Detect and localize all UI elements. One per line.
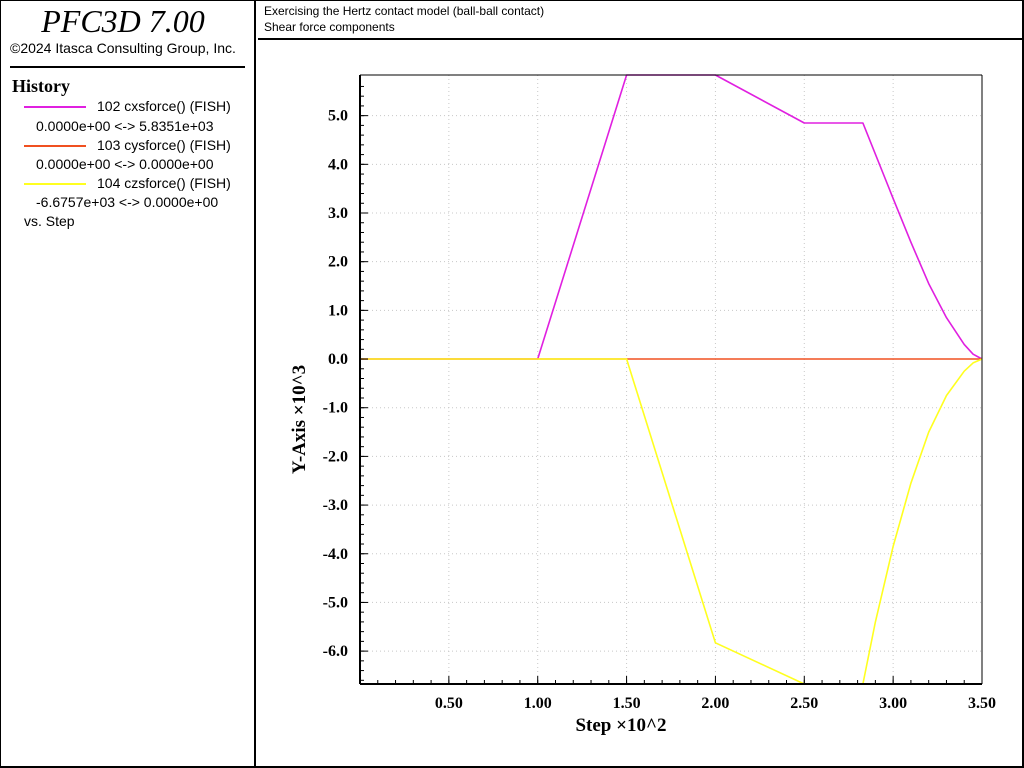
y-tick-label: -3.0: [323, 497, 348, 514]
legend-range-cxsforce: 0.0000e+00 <-> 5.8351e+03: [36, 118, 214, 134]
app-title: PFC3D 7.00: [41, 3, 205, 39]
chart-grid: [360, 75, 982, 684]
y-tick-label: -2.0: [323, 448, 348, 465]
legend-vs-step: vs. Step: [24, 213, 75, 229]
legend-panel: PFC3D 7.00 ©2024 Itasca Consulting Group…: [0, 0, 256, 767]
x-tick-label: 0.50: [435, 695, 463, 712]
y-tick-label: 2.0: [328, 254, 348, 271]
history-title: History: [12, 76, 70, 96]
x-tick-label: 2.50: [790, 695, 818, 712]
chart-series: [360, 74, 983, 685]
x-axis-title: Step ×10^2: [575, 715, 666, 736]
y-tick-label: 4.0: [328, 156, 348, 173]
caption-line-2: Shear force components: [264, 20, 395, 34]
legend-range-czsforce: -6.6757e+03 <-> 0.0000e+00: [36, 194, 219, 210]
x-tick-labels: 0.50 1.00 1.50 2.00 2.50 3.00 3.50: [435, 695, 996, 712]
legend-label-czsforce: 104 czsforce() (FISH): [97, 175, 231, 191]
y-tick-label: -1.0: [323, 400, 348, 417]
x-tick-label: 1.50: [613, 695, 641, 712]
legend-swatch-czsforce: [24, 183, 86, 185]
legend-label-cxsforce: 102 cxsforce() (FISH): [97, 98, 231, 114]
legend-swatch-cysforce: [24, 145, 86, 147]
series-line-102: [360, 74, 983, 360]
y-tick-label: 3.0: [328, 205, 348, 222]
x-tick-label: 1.00: [524, 695, 552, 712]
y-tick-label: 1.0: [328, 302, 348, 319]
x-tick-label: 3.00: [879, 695, 907, 712]
y-tick-labels: 5.0 4.0 3.0 2.0 1.0 0.0 -1.0 -2.0 -3.0 -4.0 -5.0 -6…: [323, 108, 348, 660]
caption-line-1: Exercising the Hertz contact model (ball…: [264, 4, 545, 18]
y-tick-label: -6.0: [323, 643, 348, 660]
legend-label-cysforce: 103 cysforce() (FISH): [97, 137, 231, 153]
history-chart: 0.50 1.00 1.50 2.00 2.50 3.00 3.50 5.0 4.0 3.0 2.…: [289, 74, 996, 736]
chart-axes: [359, 74, 983, 685]
x-tick-label: 2.00: [701, 695, 729, 712]
plot-caption: Exercising the Hertz contact model (ball…: [258, 0, 1022, 40]
legend-range-cysforce: 0.0000e+00 <-> 0.0000e+00: [36, 156, 214, 172]
copyright-text: ©2024 Itasca Consulting Group, Inc.: [10, 40, 236, 56]
y-tick-label: -5.0: [323, 594, 348, 611]
y-tick-label: -4.0: [323, 546, 348, 563]
y-tick-label: 0.0: [328, 351, 348, 368]
y-axis-title: Y-Axis ×10^3: [289, 365, 310, 474]
series-line-104: [360, 358, 983, 685]
x-tick-label: 3.50: [968, 695, 996, 712]
y-tick-label: 5.0: [328, 108, 348, 125]
legend-swatch-cxsforce: [24, 106, 86, 108]
legend-divider: [10, 66, 245, 68]
